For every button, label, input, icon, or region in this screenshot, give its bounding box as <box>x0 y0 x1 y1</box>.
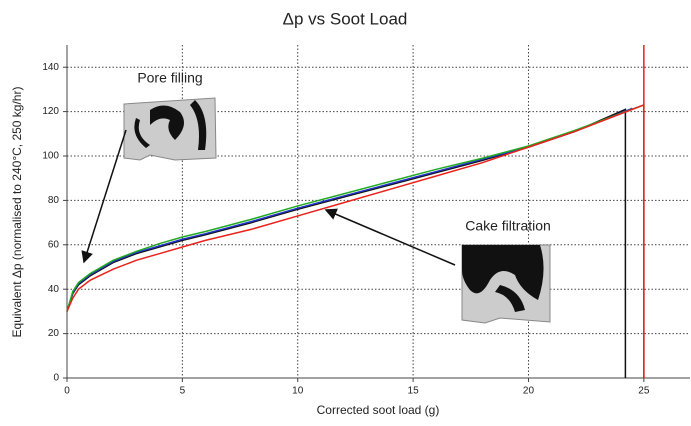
x-tick-label: 10 <box>292 386 304 397</box>
x-tick-label: 15 <box>408 386 420 397</box>
x-axis-label: Corrected soot load (g) <box>317 403 440 417</box>
y-tick-label: 120 <box>42 106 59 117</box>
y-tick-label: 40 <box>48 284 60 295</box>
series-line <box>66 45 645 378</box>
x-tick-label: 0 <box>64 386 70 397</box>
y-tick-label: 100 <box>42 151 59 162</box>
cake-arrow <box>324 208 456 266</box>
pore-arrow <box>81 129 127 264</box>
y-tick-label: 60 <box>48 239 60 250</box>
y-axis-label: Equivalent Δp (normalised to 240°C, 250 … <box>10 87 24 338</box>
x-tick-label: 20 <box>523 386 535 397</box>
series-line <box>66 107 633 312</box>
plot-area: 0 20 40 60 80 100 120 140 0 5 10 15 20 25 <box>42 45 690 397</box>
y-tick-label: 80 <box>48 195 60 206</box>
x-tick-label: 5 <box>180 386 186 397</box>
chart-title: Δp vs Soot Load <box>283 9 408 28</box>
x-tick-label: 25 <box>638 386 650 397</box>
y-tick-label: 20 <box>48 328 60 339</box>
series-line <box>66 103 645 378</box>
annotation: Cake filtration <box>465 218 551 234</box>
y-tick-label: 0 <box>53 373 59 384</box>
y-tick-label: 140 <box>42 62 59 73</box>
annotation: Pore filling <box>137 70 202 86</box>
pore-image <box>123 97 217 161</box>
cake-image <box>461 244 551 324</box>
